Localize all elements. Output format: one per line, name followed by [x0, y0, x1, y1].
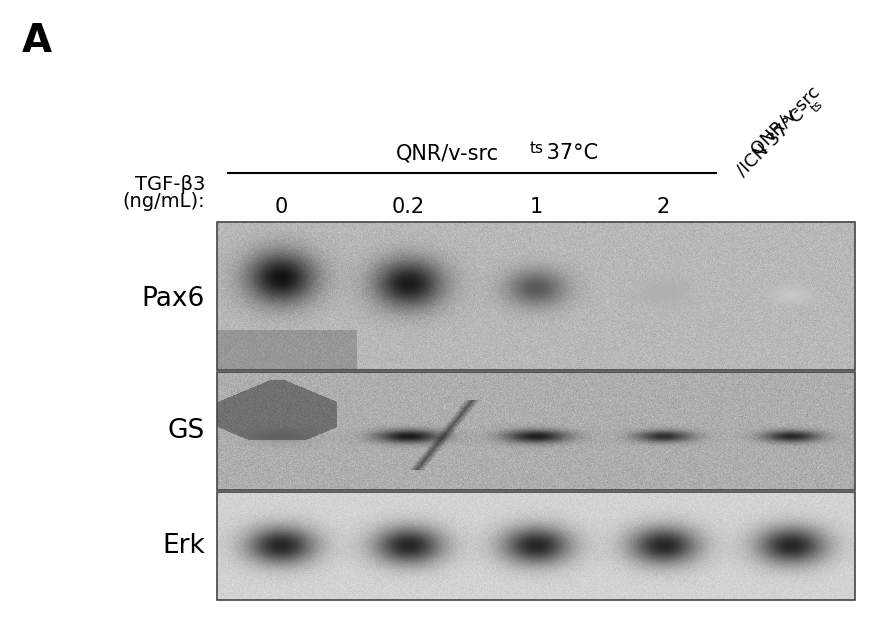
- Bar: [217, 372, 855, 490]
- Text: QNR/v-src: QNR/v-src: [748, 82, 823, 158]
- Bar: [217, 222, 855, 370]
- Text: Erk: Erk: [163, 533, 205, 559]
- Text: ts: ts: [809, 98, 826, 115]
- Text: 0: 0: [274, 197, 287, 217]
- Text: A: A: [22, 22, 52, 60]
- Text: ts: ts: [529, 141, 543, 156]
- Text: 37°C: 37°C: [541, 143, 598, 163]
- Text: (ng/mL):: (ng/mL):: [123, 192, 205, 211]
- Bar: [217, 492, 855, 600]
- Text: QNR/v-src: QNR/v-src: [396, 143, 499, 163]
- Text: /ICN 37°C: /ICN 37°C: [733, 105, 808, 180]
- Text: 1: 1: [529, 197, 542, 217]
- Text: TGF-β3: TGF-β3: [134, 175, 205, 194]
- Text: GS: GS: [168, 418, 205, 444]
- Text: Pax6: Pax6: [141, 286, 205, 312]
- Text: 2: 2: [657, 197, 670, 217]
- Text: 0.2: 0.2: [392, 197, 425, 217]
